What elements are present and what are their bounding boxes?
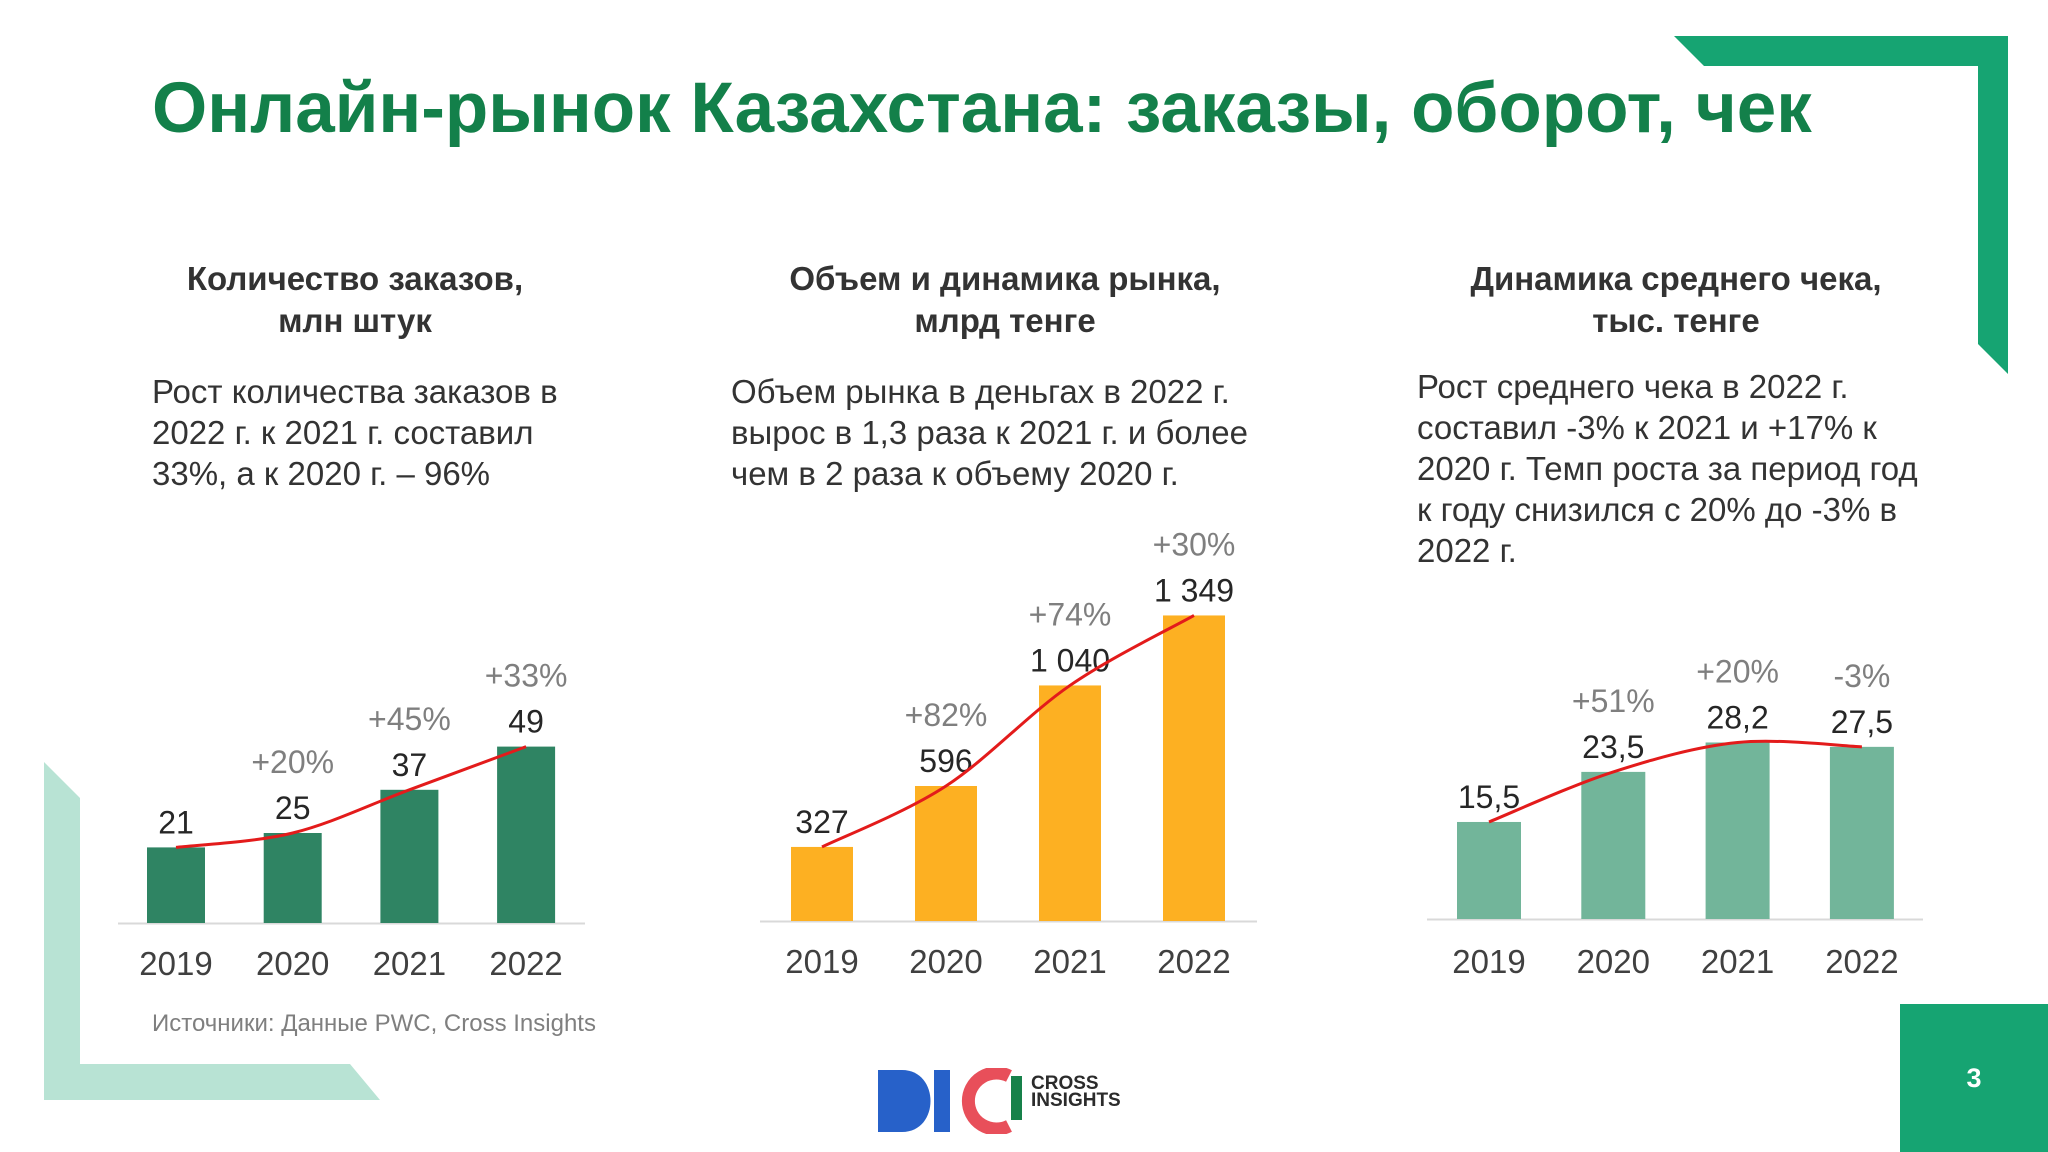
bar	[263, 833, 322, 923]
data-label: 21	[158, 804, 194, 840]
x-tick-label: 2022	[1157, 943, 1230, 980]
description-line: 2022 г. к 2021 г. составил	[152, 414, 534, 451]
logo-letter-i	[934, 1070, 950, 1132]
source-note: Источники: Данные PWC, Cross Insights	[152, 1010, 596, 1037]
data-label: 28,2	[1706, 699, 1768, 735]
logo-text-line: CROSS	[1031, 1073, 1099, 1094]
logo-mark-icon	[878, 1066, 1022, 1136]
growth-label: +45%	[368, 701, 451, 737]
dicci-logo: CROSS INSIGHTS	[878, 1066, 1128, 1136]
description-line: Объем рынка в деньгах в 2022 г.	[731, 373, 1230, 410]
description-line: 33%, а к 2020 г. – 96%	[152, 455, 491, 492]
trend-line	[175, 745, 527, 849]
x-tick-label: 2021	[1701, 943, 1774, 980]
description-line: вырос в 1,3 раза к 2021 г. и более	[731, 414, 1248, 451]
data-label: 25	[275, 790, 311, 826]
logo-letter-c	[961, 1066, 1012, 1136]
x-tick-label: 2022	[1825, 943, 1898, 980]
bar	[497, 746, 556, 923]
description-line: 2022 г.	[1417, 532, 1517, 569]
bar	[1039, 685, 1101, 921]
growth-label: +33%	[485, 658, 568, 694]
x-tick-label: 2022	[489, 945, 562, 982]
chart-title-market-volume: Объем и динамика рынка, млрд тенге	[725, 258, 1285, 342]
x-tick-label: 2020	[909, 943, 982, 980]
bar	[1829, 746, 1894, 919]
logo-bar	[1011, 1076, 1022, 1120]
page-number: 3	[1900, 1004, 2048, 1152]
bottom-left-corner-bracket	[44, 762, 380, 1100]
description-line: к году снизился с 20% до -3% в	[1417, 491, 1898, 528]
trend-line	[1488, 739, 1862, 824]
bar	[791, 846, 853, 921]
bar	[915, 786, 977, 921]
growth-label: +82%	[905, 697, 988, 733]
x-tick-label: 2019	[1452, 943, 1525, 980]
data-label: 15,5	[1458, 779, 1520, 815]
chart-title-line: тыс. тенге	[1592, 302, 1760, 339]
growth-label: +20%	[1696, 653, 1779, 689]
logo-letter-d	[878, 1070, 931, 1132]
x-tick-label: 2021	[373, 945, 446, 982]
description-line: составил -3% к 2021 и +17% к	[1417, 409, 1877, 446]
chart-title-line: млрд тенге	[914, 302, 1096, 339]
growth-label: +74%	[1029, 596, 1112, 632]
bar	[147, 847, 205, 923]
data-label: 23,5	[1582, 729, 1644, 765]
x-tick-label: 2019	[785, 943, 858, 980]
chart-title-line: Динамика среднего чека,	[1470, 260, 1882, 297]
data-label: 27,5	[1831, 704, 1893, 740]
data-label: 1 349	[1154, 572, 1234, 608]
description-line: Рост среднего чека в 2022 г.	[1417, 368, 1849, 405]
chart-title-orders: Количество заказов, млн штук	[75, 258, 635, 342]
growth-label: +20%	[251, 744, 334, 780]
chart-description-orders: Рост количества заказов в 2022 г. к 2021…	[152, 371, 558, 494]
chart-title-line: млн штук	[278, 302, 432, 339]
growth-label: -3%	[1833, 658, 1890, 694]
bar	[1457, 821, 1521, 919]
bar	[380, 789, 439, 923]
x-tick-label: 2020	[256, 945, 329, 982]
description-line: Рост количества заказов в	[152, 373, 558, 410]
data-label: 37	[392, 747, 428, 783]
chart-title-average-check: Динамика среднего чека, тыс. тенге	[1396, 258, 1956, 342]
description-line: чем в 2 раза к объему 2020 г.	[731, 455, 1179, 492]
chart-description-average-check: Рост среднего чека в 2022 г. составил -3…	[1417, 366, 1918, 571]
chart-description-market-volume: Объем рынка в деньгах в 2022 г. вырос в …	[731, 371, 1248, 494]
x-tick-label: 2019	[139, 945, 212, 982]
growth-label: +51%	[1572, 683, 1655, 719]
data-label: 1 040	[1030, 642, 1110, 678]
bar	[1705, 742, 1770, 919]
logo-text-line: INSIGHTS	[1031, 1090, 1121, 1111]
chart-title-line: Объем и динамика рынка,	[789, 260, 1221, 297]
bar	[1581, 771, 1646, 919]
description-line: 2020 г. Темп роста за период год	[1417, 450, 1918, 487]
trend-line	[821, 614, 1195, 849]
data-label: 327	[795, 804, 848, 840]
x-tick-label: 2021	[1033, 943, 1106, 980]
chart-title-line: Количество заказов,	[186, 260, 524, 297]
growth-label: +30%	[1153, 526, 1236, 562]
data-label: 49	[508, 704, 544, 740]
page-title: Онлайн-рынок Казахстана: заказы, оборот,…	[152, 69, 1812, 148]
bar	[1163, 615, 1225, 921]
x-tick-label: 2020	[1577, 943, 1650, 980]
